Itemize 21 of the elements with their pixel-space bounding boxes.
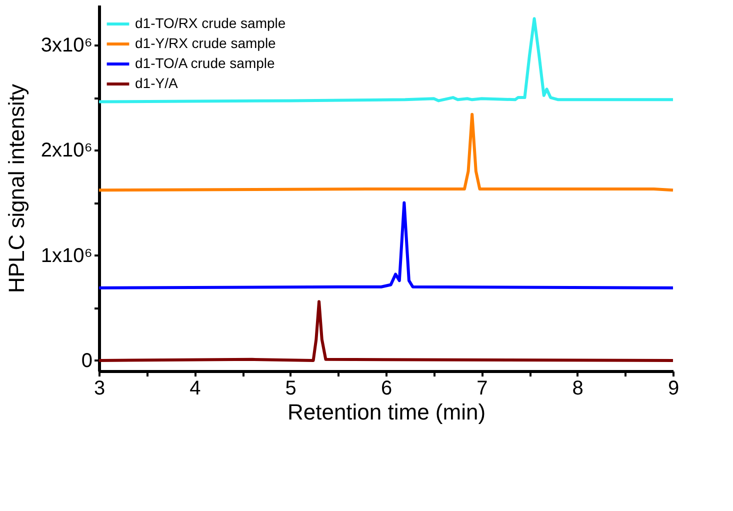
x-tick-label: 6 (380, 378, 392, 400)
x-tick-label: 7 (476, 378, 488, 400)
x-tick-label: 3 (94, 378, 106, 400)
legend-label: d1-TO/RX crude sample (135, 15, 286, 31)
line-series (98, 300, 674, 362)
x-tick-label: 8 (572, 378, 584, 400)
y-tick-label: 3x10⁶ (40, 34, 92, 56)
x-tick-label: 5 (285, 378, 296, 400)
x-axis-title: Retention time (min) (287, 400, 486, 424)
y-tick-label: 0 (81, 350, 92, 372)
line-series (98, 201, 674, 290)
y-tick-label: 1x10⁶ (40, 244, 92, 267)
y-axis-title: HPLC signal intensity (4, 84, 29, 294)
line-series (98, 17, 674, 104)
legend-label: d1-TO/A crude sample (135, 55, 276, 71)
x-tick-label: 4 (190, 378, 201, 400)
y-tick-label: 2x10⁶ (40, 140, 92, 162)
x-tick-label: 9 (668, 378, 680, 400)
legend-label: d1-Y/A (135, 75, 178, 91)
line-series (98, 112, 674, 192)
legend-label: d1-Y/RX crude sample (135, 35, 276, 51)
